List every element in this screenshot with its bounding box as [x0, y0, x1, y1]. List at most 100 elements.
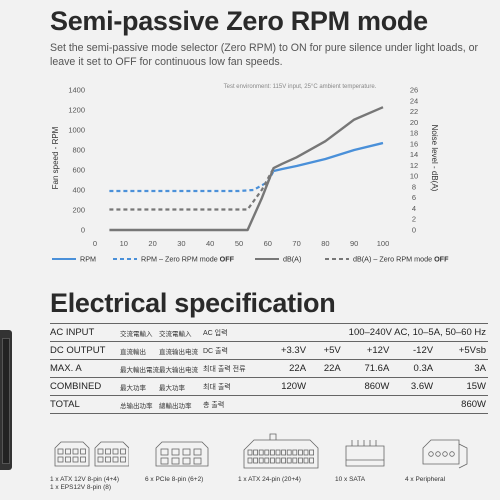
x-tick-label: 40: [206, 239, 214, 248]
y-tick-label: 1400: [68, 86, 85, 95]
spec-label-cn-traditional: 直流輸出: [120, 341, 159, 360]
y2-tick-label: 26: [410, 86, 418, 95]
connector-label: 1 x ATX 24-pin (20+4): [238, 476, 301, 483]
y2-tick-label: 2: [412, 215, 416, 224]
y2-tick-label: 8: [412, 182, 416, 191]
y2-tick-label: 20: [410, 118, 418, 127]
spec-row: DC OUTPUT 直流輸出 直流输出电流 DC 출력 +3.3V +5V +12V -12V…: [50, 341, 488, 360]
connector-label: 10 x SATA: [335, 476, 366, 483]
connector-item: 4 x Peripheral: [405, 430, 485, 484]
spec-label-cn-traditional: 最大輸出電流: [120, 359, 159, 378]
y2-tick-label: 4: [412, 204, 416, 213]
page-title: Semi-passive Zero RPM mode: [50, 6, 428, 36]
connector-label: 6 x PCIe 8-pin (6+2): [145, 476, 204, 483]
spec-value: 860W: [342, 377, 392, 396]
x-tick-label: 90: [350, 239, 358, 248]
spec-value: -12V: [391, 341, 436, 360]
spec-total-value: 860W: [435, 395, 488, 414]
spec-value: 120W: [259, 377, 309, 396]
spec-value: +5Vsb: [435, 341, 488, 360]
y2-tick-label: 24: [410, 96, 418, 105]
y2-tick-label: 10: [410, 172, 418, 181]
connector-item: 1 x ATX 24-pin (20+4): [238, 430, 323, 484]
spec-title: Electrical specification: [50, 288, 336, 318]
connector-label: 1 x ATX 12V 8-pin (4+4): [50, 476, 120, 483]
y-tick-label: 1000: [68, 126, 85, 135]
spec-label: MAX. A: [50, 359, 120, 378]
spec-label-kr: DC 출력: [203, 341, 259, 360]
spec-value: +5V: [308, 341, 343, 360]
spec-row: AC INPUT 交流電輸入 交流電輸入 AC 입력 100–240V AC, 10–5…: [50, 323, 488, 342]
connector-label-secondary: 1 x EPS12V 8-pin (8): [50, 484, 112, 491]
x-tick-label: 80: [321, 239, 329, 248]
x-tick-label: 0: [93, 239, 97, 248]
spec-value: 3.6W: [391, 377, 436, 396]
connector-list: 1 x ATX 12V 8-pin (4+4) 1 x EPS12V 8-pin …: [50, 430, 490, 500]
spec-value: 22A: [259, 359, 309, 378]
spec-label-cn-traditional: 最大功率: [120, 377, 159, 396]
x-tick-label: 20: [148, 239, 156, 248]
series-line-2: [109, 106, 384, 232]
spec-value: 100–240V AC, 10–5A, 50–60 Hz: [259, 323, 488, 342]
fan-noise-chart: Test environment: 115V input, 25°C ambie…: [51, 84, 449, 264]
spec-row: TOTAL 总输出功率 總輸出功率 총 출력 860W: [50, 395, 488, 414]
spec-label-cn-simplified: 總輸出功率: [159, 395, 203, 414]
y2-tick-label: 6: [412, 193, 416, 202]
x-tick-label: 10: [120, 239, 128, 248]
x-tick-label: 70: [292, 239, 300, 248]
spec-value: 15W: [435, 377, 488, 396]
atx-24pin-connector-icon: [238, 430, 323, 476]
psu-device-edge: [0, 330, 12, 470]
x-tick-label: 60: [264, 239, 272, 248]
legend-label: RPM: [80, 255, 96, 264]
legend-label: RPM – Zero RPM mode OFF: [141, 255, 235, 264]
x-tick-label: 30: [177, 239, 185, 248]
legend-label: dB(A): [283, 255, 301, 264]
spec-value: +12V: [342, 341, 392, 360]
spec-label: AC INPUT: [50, 323, 120, 342]
y-tick-label: 200: [72, 206, 85, 215]
spec-value: 3A: [435, 359, 488, 378]
chart-annotation: Test environment: 115V input, 25°C ambie…: [224, 84, 377, 90]
intro-text: Set the semi-passive mode selector (Zero…: [50, 42, 479, 68]
connector-item: 6 x PCIe 8-pin (6+2): [145, 430, 225, 484]
spec-label: COMBINED: [50, 377, 120, 396]
spec-value: [308, 377, 343, 396]
y2-tick-label: 14: [410, 150, 418, 159]
spec-label-kr: 총 출력: [203, 395, 259, 414]
spec-label-cn-traditional: 交流電輸入: [120, 323, 159, 342]
y-tick-label: 400: [72, 186, 85, 195]
y2-tick-label: 16: [410, 139, 418, 148]
x-tick-label: 100: [377, 239, 390, 248]
y-tick-label: 800: [72, 146, 85, 155]
y2-tick-label: 12: [410, 161, 418, 170]
x-tick-label: 50: [235, 239, 243, 248]
spec-label-cn-simplified: 直流输出电流: [159, 341, 203, 360]
connector-label: 4 x Peripheral: [405, 476, 446, 483]
spec-label-cn-simplified: 最大输出电流: [159, 359, 203, 378]
spec-label-kr: 최대 출력: [203, 377, 259, 396]
y-axis-label: Fan speed - RPM: [51, 126, 60, 189]
spec-label: TOTAL: [50, 395, 120, 414]
series-line-0: [273, 141, 384, 173]
series-line-1: [109, 170, 275, 193]
legend-label: dB(A) – Zero RPM mode OFF: [353, 255, 449, 264]
connector-item: 10 x SATA: [335, 430, 395, 484]
cpu-8pin-connector-icon: [50, 430, 130, 476]
spec-row: MAX. A 最大輸出電流 最大输出电流 최대 출력 전류 22A 22A 71.6A 0.3…: [50, 359, 488, 378]
spec-value: 71.6A: [342, 359, 392, 378]
spec-label-cn-simplified: 最大功率: [159, 377, 203, 396]
spec-value: 22A: [308, 359, 343, 378]
y2-axis-label: Noise level - dB(A): [430, 125, 439, 192]
spec-label: DC OUTPUT: [50, 341, 120, 360]
spec-table: AC INPUT 交流電輸入 交流電輸入 AC 입력 100–240V AC, 10–5…: [50, 323, 488, 414]
spec-label-cn-traditional: 总输出功率: [120, 395, 159, 414]
y2-tick-label: 0: [412, 226, 416, 235]
spec-label-kr: AC 입력: [203, 323, 259, 342]
y-tick-label: 1200: [68, 106, 85, 115]
y-tick-label: 600: [72, 166, 85, 175]
y-tick-label: 0: [81, 226, 85, 235]
sata-connector-icon: [335, 430, 395, 476]
series-line-3: [109, 167, 275, 211]
spec-label-kr: 최대 출력 전류: [203, 359, 259, 378]
